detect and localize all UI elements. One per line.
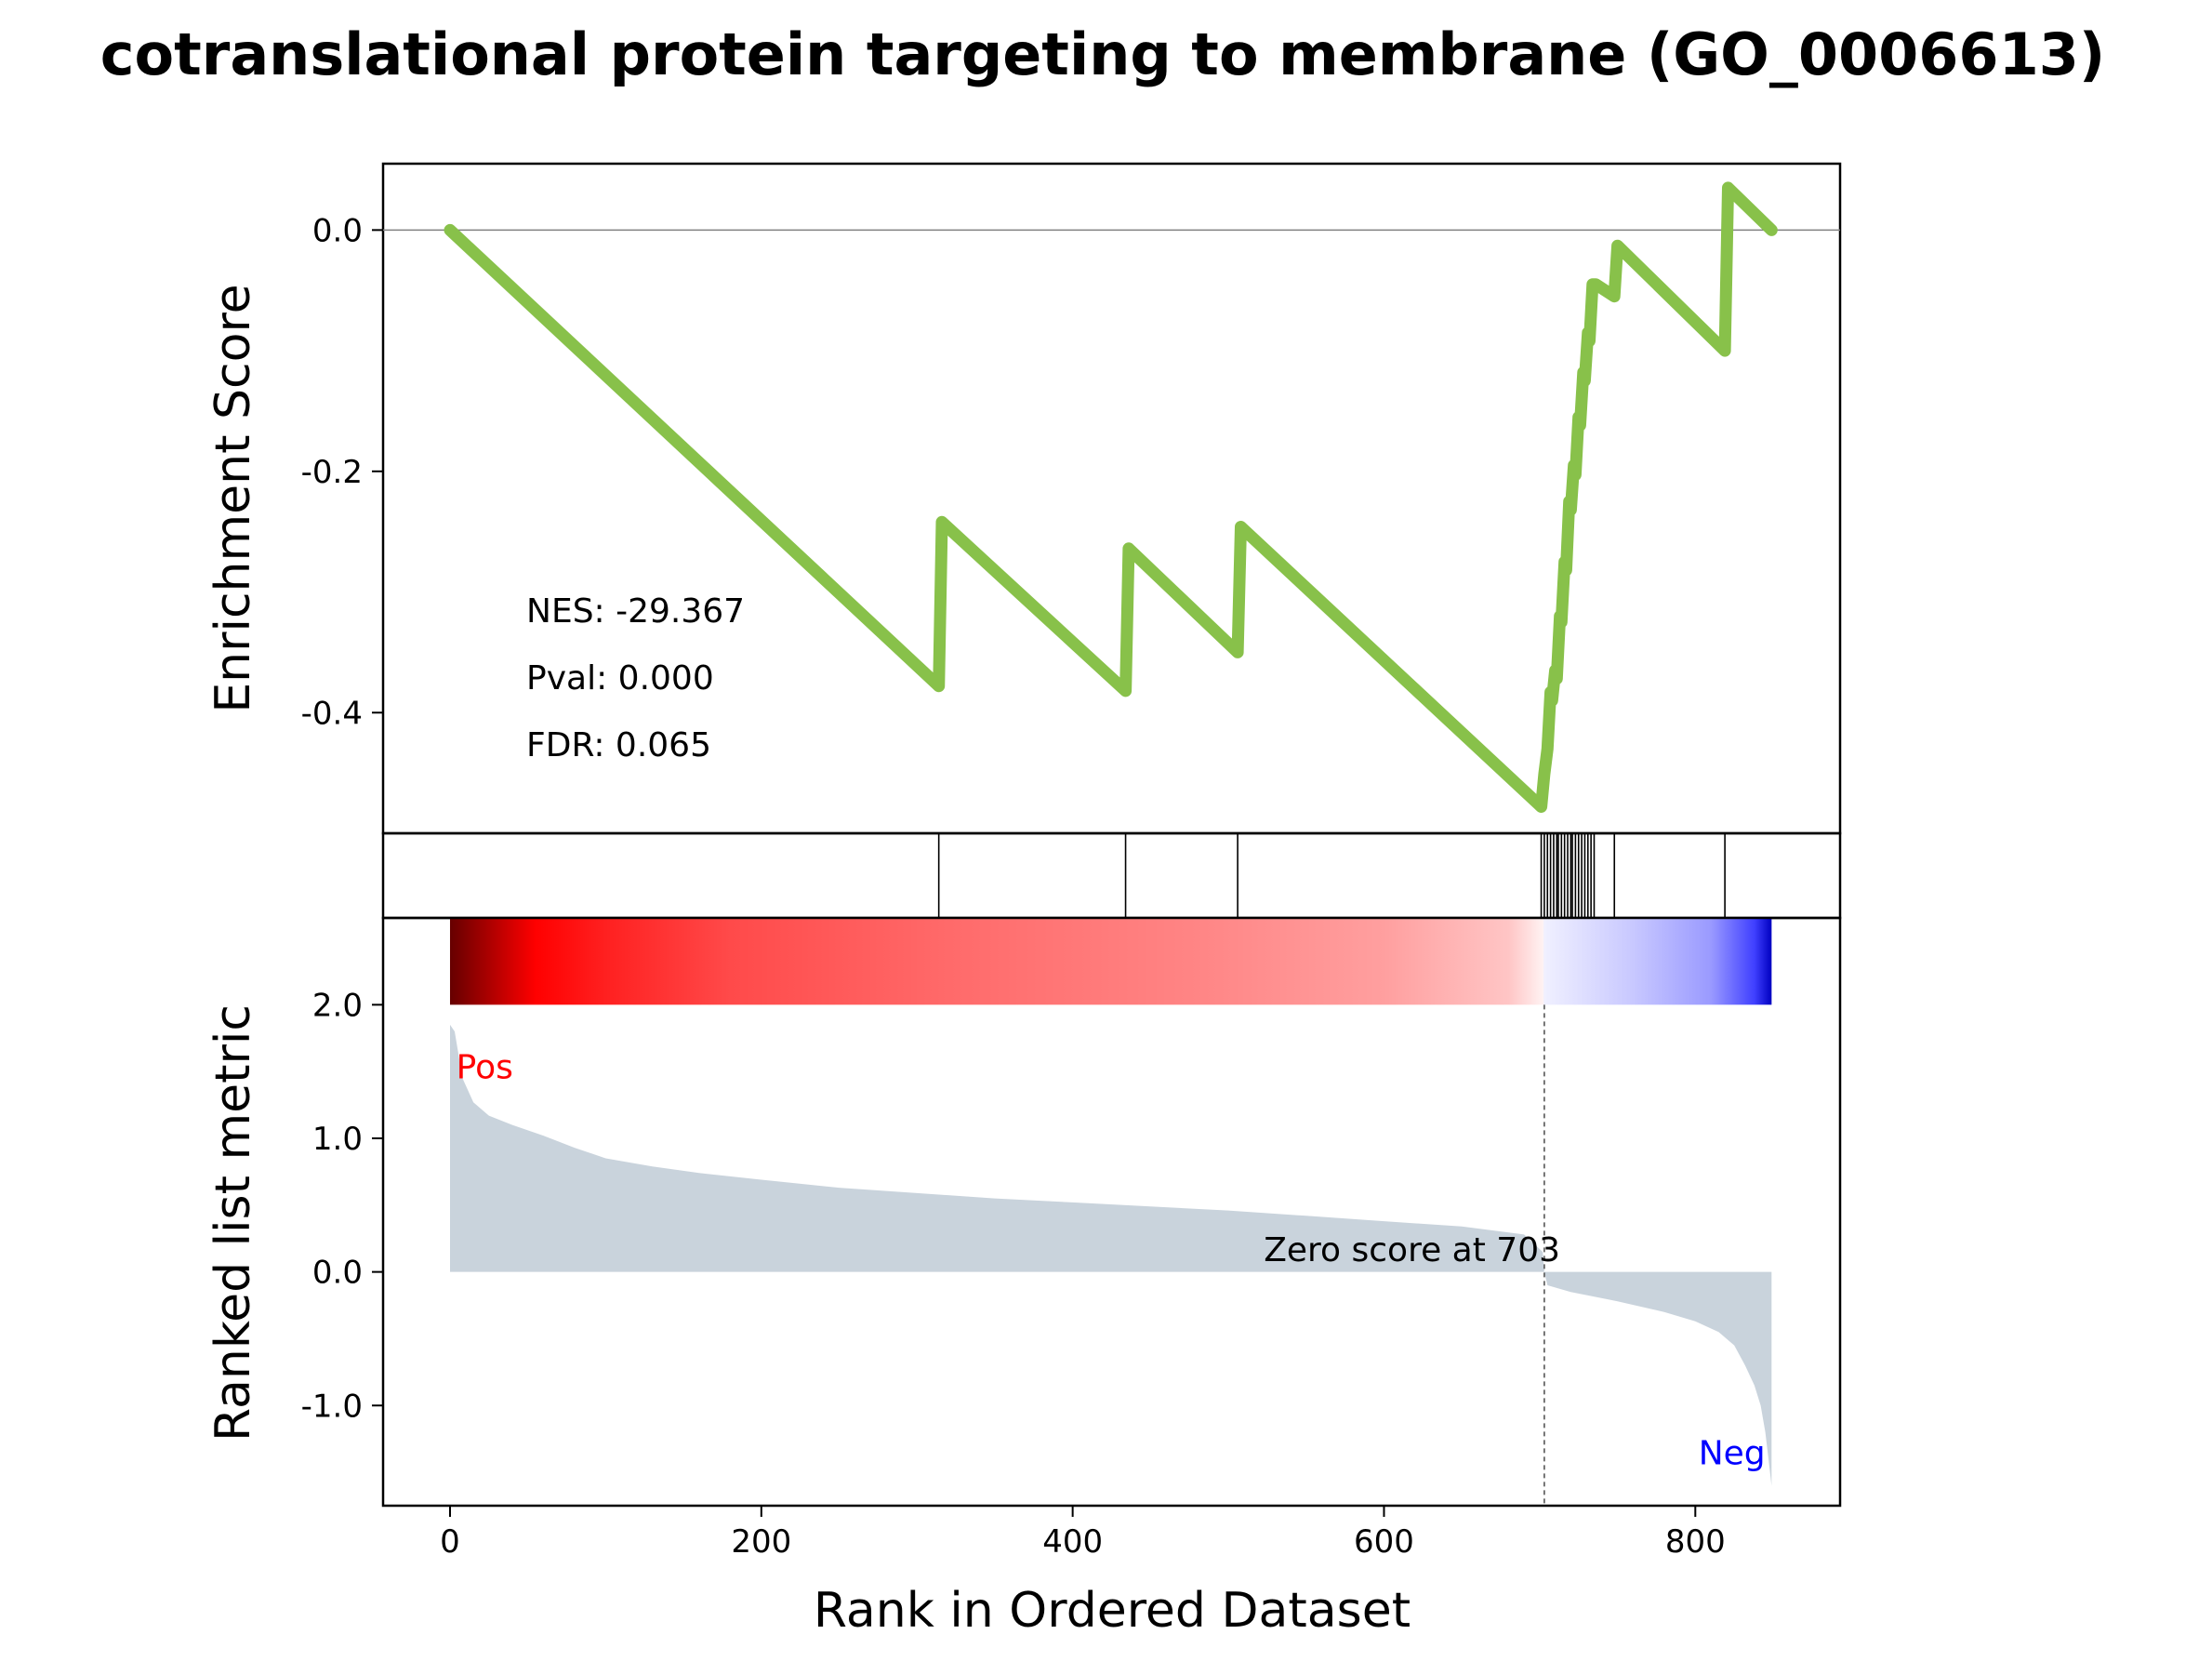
fdr-stat: FDR: 0.065 [526, 726, 711, 764]
ranked-metric-area [450, 1024, 1772, 1486]
enrichment-y-ticks: 0.0 -0.2 -0.4 [301, 212, 383, 732]
x-axis-title: Rank in Ordered Dataset [814, 1583, 1411, 1639]
x-tick-label: 200 [731, 1523, 791, 1561]
nes-stat: NES: -29.367 [526, 592, 745, 631]
x-tick-label: 800 [1665, 1523, 1726, 1561]
metric-y-tick-label: 0.0 [312, 1255, 363, 1292]
ranked-metric-panel: Zero score at 703 Pos Neg 2.01.00.0-1.0 … [301, 916, 1842, 1561]
enrichment-y-tick-label: -0.4 [301, 695, 363, 732]
hit-lines [937, 833, 1726, 918]
metric-y-ticks: 2.0 1.0 0.0 -1.0 [301, 987, 383, 1425]
metric-y-tick-label: 2.0 [312, 987, 363, 1024]
rank-colorbar [449, 918, 1772, 1005]
enrichment-y-axis-title: Enrichment Score [205, 284, 261, 712]
metric-y-tick-label: 1.0 [312, 1121, 363, 1158]
hits-panel-frame [381, 831, 1842, 920]
enrichment-score-panel: 0.0 -0.2 -0.4 NES: -29.367 Pval: 0.000 FDR… [301, 162, 1842, 835]
x-tick-label: 400 [1042, 1523, 1103, 1561]
enrichment-y-tick-label: 0.0 [312, 212, 363, 249]
gene-hits-panel [381, 831, 1842, 920]
pos-label: Pos [457, 1048, 513, 1086]
zero-score-label: Zero score at 703 [1264, 1231, 1560, 1269]
enrichment-score-curve [444, 181, 1778, 813]
metric-y-axis-title: Ranked list metric [205, 1004, 261, 1442]
chart-title: cotranslational protein targeting to mem… [100, 20, 2105, 88]
x-tick-label: 600 [1354, 1523, 1414, 1561]
x-ticks: 0 200 400 600 800 [440, 1506, 1726, 1561]
x-tick-label: 0 [440, 1523, 460, 1561]
neg-label: Neg [1699, 1434, 1766, 1472]
metric-panel-frame [381, 916, 1842, 1508]
enrichment-y-tick-label: -0.2 [301, 454, 363, 491]
metric-y-tick-label: -1.0 [301, 1388, 363, 1425]
pval-stat: Pval: 0.000 [526, 659, 714, 698]
